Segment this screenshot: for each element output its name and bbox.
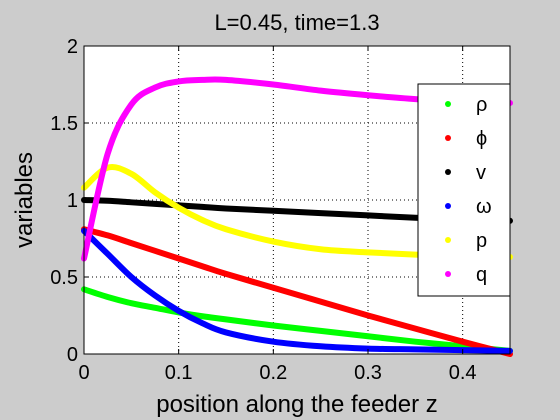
series-line bbox=[81, 227, 513, 354]
y-tick-label: 2 bbox=[67, 36, 78, 58]
y-tick-label: 1.5 bbox=[50, 113, 78, 135]
x-tick-label: 0.4 bbox=[449, 362, 477, 384]
chart-title: L=0.45, time=1.3 bbox=[214, 10, 379, 35]
legend-label: ϕ bbox=[476, 128, 487, 150]
series-line bbox=[81, 76, 513, 262]
series-layer bbox=[81, 76, 513, 357]
legend-marker bbox=[445, 101, 451, 107]
legend-label: v bbox=[476, 162, 486, 184]
series-line bbox=[81, 164, 513, 260]
legend-box bbox=[417, 83, 511, 297]
y-tick-label: 0 bbox=[67, 344, 78, 366]
series-line bbox=[81, 197, 513, 224]
legend-marker bbox=[445, 237, 451, 243]
x-tick-label: 0.2 bbox=[259, 362, 287, 384]
legend-label: q bbox=[476, 264, 487, 286]
legend-marker bbox=[445, 271, 451, 277]
series-line bbox=[81, 286, 513, 354]
x-axis-label: position along the feeder z bbox=[156, 391, 438, 418]
legend-label: ρ bbox=[476, 94, 487, 116]
axis-ticks: 0 0.1 0.2 0.3 0.4 0 0.5 1 1.5 2 bbox=[50, 36, 510, 384]
y-tick-label: 1 bbox=[67, 190, 78, 212]
legend-marker bbox=[445, 135, 451, 141]
legend-label: ω bbox=[476, 196, 492, 218]
series-line bbox=[81, 226, 513, 357]
legend-marker bbox=[445, 203, 451, 209]
x-tick-label: 0.3 bbox=[354, 362, 382, 384]
legend-label: p bbox=[476, 230, 487, 252]
x-tick-label: 0 bbox=[78, 362, 89, 384]
grid-lines bbox=[84, 46, 510, 354]
legend-marker bbox=[445, 169, 451, 175]
x-tick-label: 0.1 bbox=[165, 362, 193, 384]
y-axis-label: variables bbox=[11, 152, 38, 248]
y-tick-label: 0.5 bbox=[50, 267, 78, 289]
